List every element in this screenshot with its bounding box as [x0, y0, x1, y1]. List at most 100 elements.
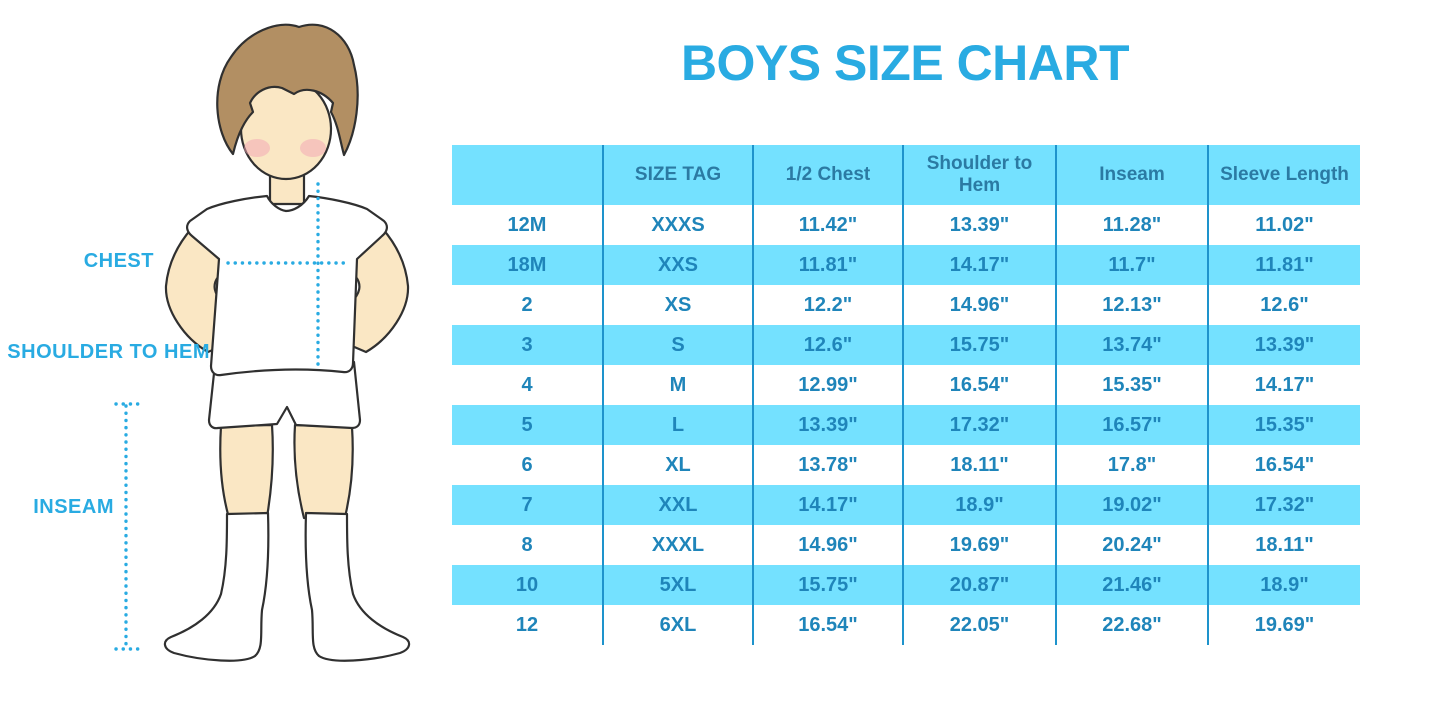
chest-label: CHEST: [83, 250, 154, 272]
left-sock: [163, 511, 270, 662]
measure-cell: 20.87": [902, 565, 1056, 605]
table-row: 2 XS 12.2" 14.96" 12.13" 12.6": [452, 285, 1360, 325]
hair: [216, 23, 359, 157]
measure-cell: 21.46": [1055, 565, 1208, 605]
measure-cell: 13.39": [902, 205, 1056, 245]
measure-cell: XXL: [602, 485, 753, 525]
left-arm: [164, 226, 225, 354]
table-row: 4 M 12.99" 16.54" 15.35" 14.17": [452, 365, 1360, 405]
measure-cell: 11.81": [752, 245, 903, 285]
measure-cell: 18.9": [902, 485, 1056, 525]
size-cell: 8: [521, 533, 533, 556]
left-leg: [219, 423, 274, 520]
measure-cell: 18.11": [1207, 525, 1360, 565]
size-cell: 3: [521, 333, 533, 356]
size-cell: 4: [521, 373, 533, 396]
measure-cell: XXXL: [602, 525, 753, 565]
measure-cell: 15.75": [902, 325, 1056, 365]
measure-cell: 18.9": [1207, 565, 1360, 605]
right-arm: [349, 226, 410, 354]
measure-cell: 15.35": [1055, 365, 1208, 405]
measure-cell: 19.69": [902, 525, 1056, 565]
table-row: 8 XXXL 14.96" 19.69" 20.24" 18.11": [452, 525, 1360, 565]
measure-cell: XXXS: [602, 205, 753, 245]
size-cell: 5: [521, 413, 533, 436]
size-table-header-row: SIZE TAG 1/2 Chest Shoulder to Hem Inseam Sl…: [452, 145, 1360, 205]
measure-cell: 13.39": [1207, 325, 1360, 365]
shorts: [207, 360, 362, 430]
measure-cell: 19.02": [1055, 485, 1208, 525]
size-cell: 12: [515, 613, 539, 636]
measure-cell: 14.17": [752, 485, 903, 525]
measure-cell: 11.81": [1207, 245, 1360, 285]
column-header: Sleeve Length: [1207, 145, 1360, 205]
table-row: 7 XXL 14.17" 18.9" 19.02" 17.32": [452, 485, 1360, 525]
measure-cell: 11.02": [1207, 205, 1360, 245]
measure-cell: 22.68": [1055, 605, 1208, 645]
table-row: 10 5XL 15.75" 20.87" 21.46" 18.9": [452, 565, 1360, 605]
column-header: SIZE TAG: [602, 145, 753, 205]
measure-cell: 12.2": [752, 285, 903, 325]
measure-cell: 12.6": [1207, 285, 1360, 325]
size-cell: 12M: [507, 213, 547, 236]
page-title: BOYS SIZE CHART: [680, 35, 1130, 91]
size-cell: 6: [521, 453, 533, 476]
table-row: 12M XXXS 11.42" 13.39" 11.28" 11.02": [452, 205, 1360, 245]
right-sock: [304, 511, 411, 662]
measure-cell: 17.8": [1055, 445, 1208, 485]
measure-cell: 14.17": [902, 245, 1056, 285]
measure-cell: 14.17": [1207, 365, 1360, 405]
measure-cell: 16.57": [1055, 405, 1208, 445]
size-cell: 7: [521, 493, 533, 516]
measure-cell: 16.54": [902, 365, 1056, 405]
measure-cell: 14.96": [752, 525, 903, 565]
measure-cell: 17.32": [1207, 485, 1360, 525]
right-leg: [293, 423, 354, 520]
measure-cell: M: [602, 365, 753, 405]
size-cell: 10: [515, 573, 539, 596]
measure-cell: 16.54": [752, 605, 903, 645]
measure-cell: 13.39": [752, 405, 903, 445]
column-header: Shoulder to Hem: [902, 145, 1056, 205]
measure-cell: 11.42": [752, 205, 903, 245]
measure-cell: 5XL: [602, 565, 753, 605]
table-row: 12 6XL 16.54" 22.05" 22.68" 19.69": [452, 605, 1360, 645]
measure-cell: 12.13": [1055, 285, 1208, 325]
column-header: [452, 145, 603, 205]
measure-cell: 6XL: [602, 605, 753, 645]
measure-cell: 15.35": [1207, 405, 1360, 445]
t-shirt: [186, 194, 388, 377]
size-cell: 2: [521, 293, 533, 316]
table-row: 3 S 12.6" 15.75" 13.74" 13.39": [452, 325, 1360, 365]
boy-illustration: [114, 23, 411, 662]
measure-cell: 18.11": [902, 445, 1056, 485]
right-cheek: [300, 139, 326, 157]
measure-cell: 14.96": [902, 285, 1056, 325]
size-table: SIZE TAG 1/2 Chest Shoulder to Hem Inseam Sl…: [452, 145, 1360, 645]
measure-cell: XL: [602, 445, 753, 485]
table-row: 18M XXS 11.81" 14.17" 11.7" 11.81": [452, 245, 1360, 285]
measure-cell: 19.69": [1207, 605, 1360, 645]
column-header: Inseam: [1055, 145, 1208, 205]
column-header: 1/2 Chest: [752, 145, 903, 205]
inseam-label: INSEAM: [33, 496, 114, 518]
measure-cell: XS: [602, 285, 753, 325]
measure-cell: 11.7": [1055, 245, 1208, 285]
measure-cell: 20.24": [1055, 525, 1208, 565]
shoulder-to-hem-label: SHOULDER TO HEM: [7, 341, 210, 363]
table-row: 6 XL 13.78" 18.11" 17.8" 16.54": [452, 445, 1360, 485]
measure-cell: 16.54": [1207, 445, 1360, 485]
measure-cell: S: [602, 325, 753, 365]
measure-cell: 13.74": [1055, 325, 1208, 365]
size-cell: 18M: [507, 253, 547, 276]
measure-cell: 12.99": [752, 365, 903, 405]
size-table-body: 12M XXXS 11.42" 13.39" 11.28" 11.02" 18M XXS 11.…: [452, 205, 1360, 645]
table-row: 5 L 13.39" 17.32" 16.57" 15.35": [452, 405, 1360, 445]
measure-cell: 11.28": [1055, 205, 1208, 245]
left-cheek: [244, 139, 270, 157]
measure-cell: 17.32": [902, 405, 1056, 445]
measure-cell: 12.6": [752, 325, 903, 365]
measure-cell: 22.05": [902, 605, 1056, 645]
measure-cell: XXS: [602, 245, 753, 285]
measure-cell: 13.78": [752, 445, 903, 485]
